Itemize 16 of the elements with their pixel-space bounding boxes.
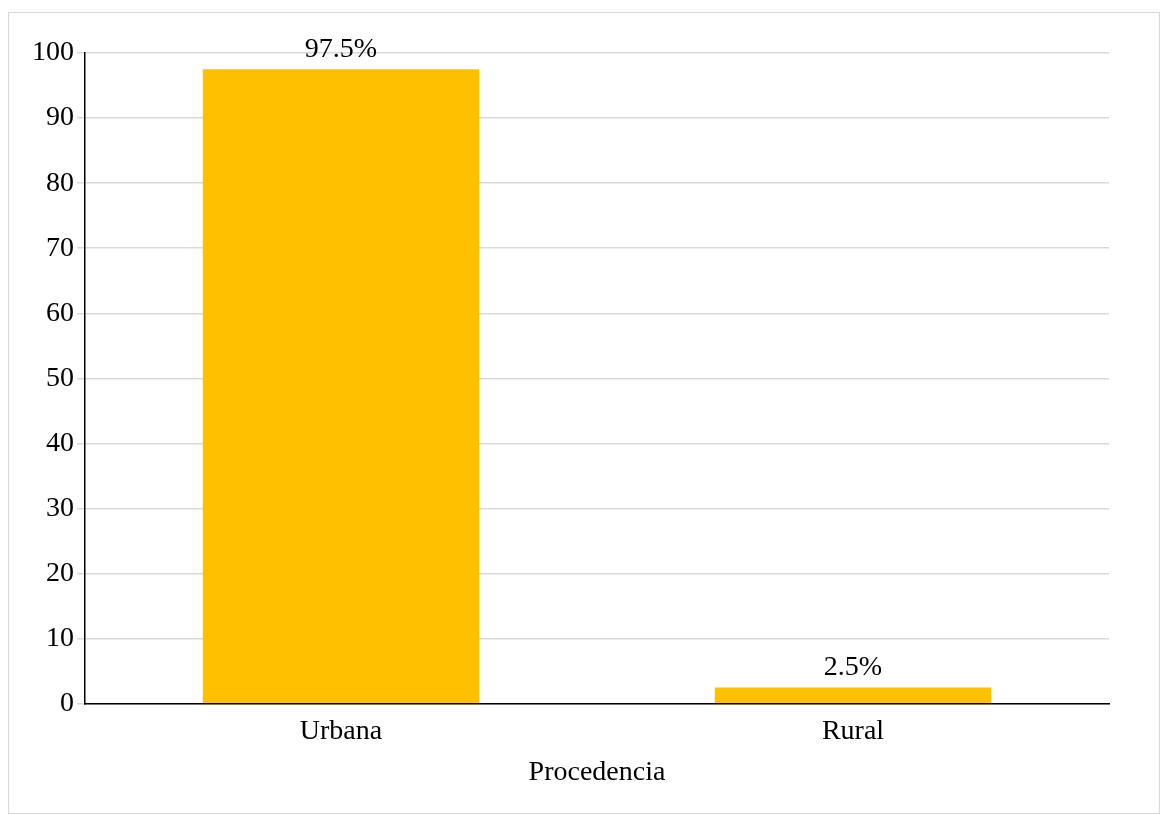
y-tick-label: 60: [46, 295, 74, 327]
y-tick-label: 20: [46, 556, 74, 587]
y-tick-label: 100: [32, 35, 74, 67]
y-tick-label: 50: [46, 360, 74, 392]
x-tick-label: Rural: [821, 713, 885, 745]
y-tick-label: 70: [46, 230, 74, 262]
data-label: 97.5%: [304, 31, 378, 63]
y-tick-label: 40: [46, 425, 74, 457]
x-tick-label: Urbana: [299, 713, 383, 745]
y-tick-label: 30: [46, 490, 74, 522]
y-tick-label: 10: [46, 621, 74, 653]
y-tick-label: 0: [60, 686, 74, 718]
data-label: 2.5%: [823, 649, 883, 681]
y-tick-label: 90: [46, 100, 74, 132]
x-axis-title: Procedencia: [528, 754, 666, 786]
y-tick-label: 80: [46, 165, 74, 197]
